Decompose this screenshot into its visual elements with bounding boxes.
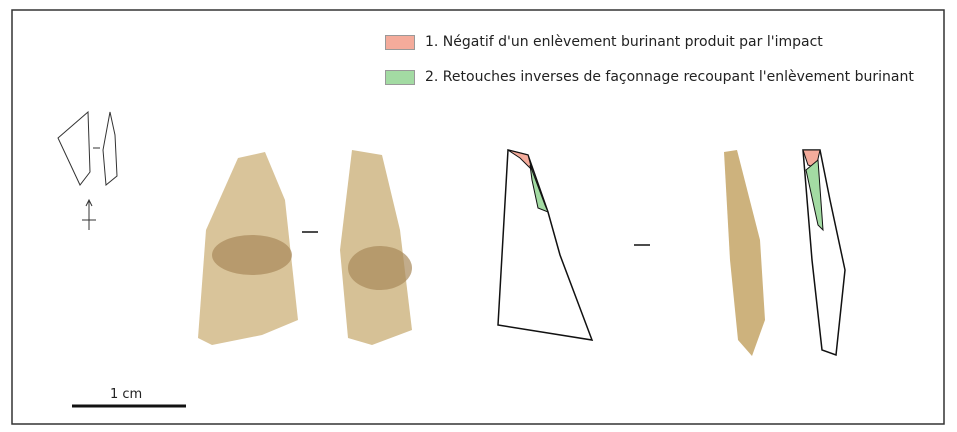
figure: 1. Négatif d'un enlèvement burinant prod… — [0, 0, 957, 432]
sketch — [58, 112, 117, 230]
scale-label: 1 cm — [110, 387, 142, 402]
legend-label: 1. Négatif d'un enlèvement burinant prod… — [425, 31, 925, 53]
photos — [198, 150, 765, 356]
drawing — [0, 0, 957, 432]
legend-label: 2. Retouches inverses de façonnage recou… — [425, 66, 915, 88]
legend-swatch — [385, 35, 415, 50]
outlines — [498, 150, 845, 355]
legend-swatch — [385, 70, 415, 85]
